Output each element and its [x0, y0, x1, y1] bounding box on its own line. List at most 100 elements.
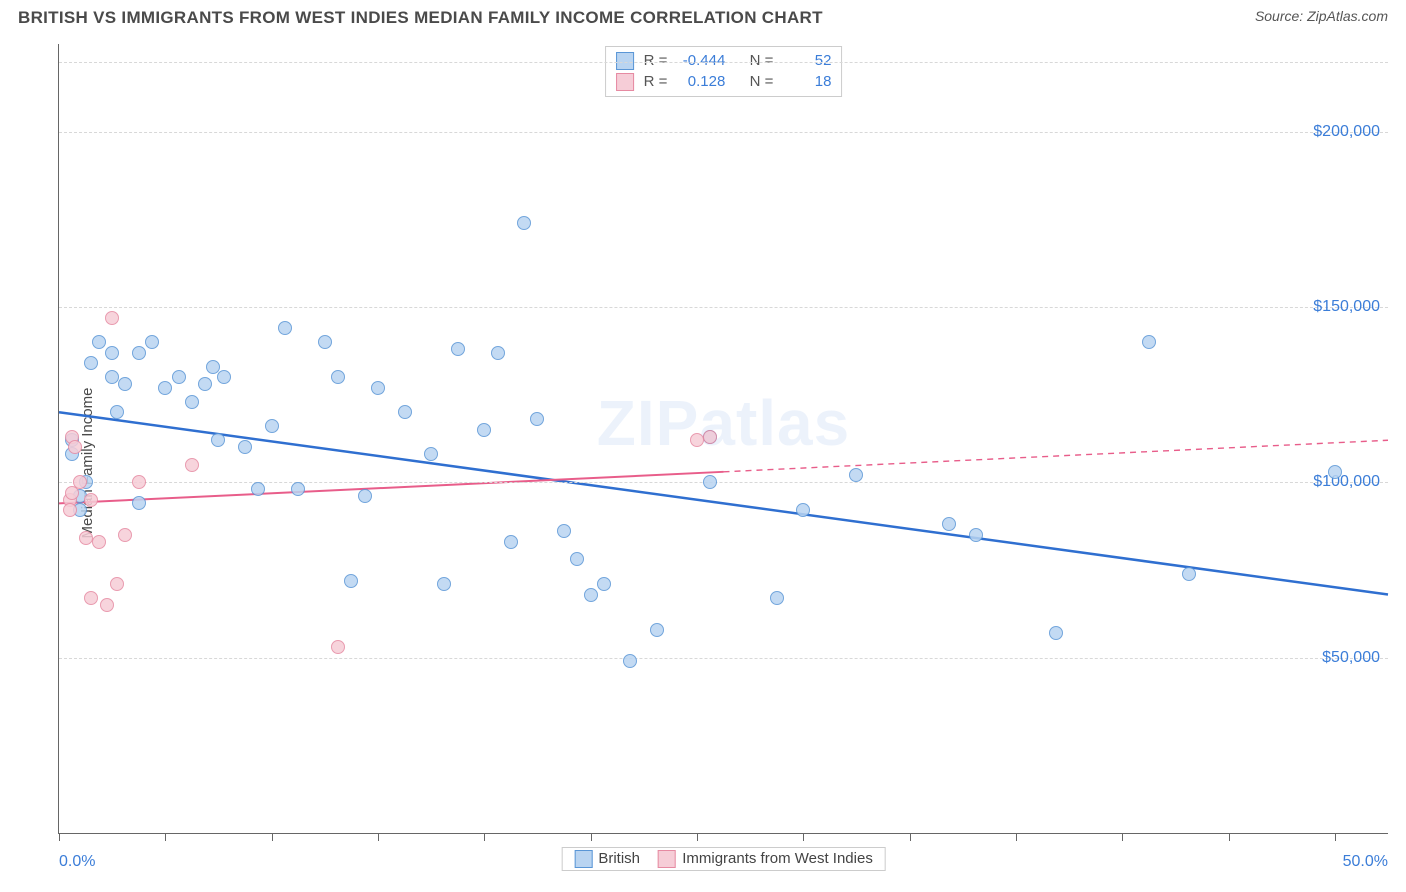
data-point: [105, 370, 119, 384]
x-tick-mark: [1122, 833, 1123, 841]
data-point: [969, 528, 983, 542]
data-point: [1049, 626, 1063, 640]
data-point: [105, 346, 119, 360]
data-point: [623, 654, 637, 668]
data-point: [217, 370, 231, 384]
x-tick-mark: [803, 833, 804, 841]
x-tick-mark: [272, 833, 273, 841]
y-tick-label: $50,000: [1322, 649, 1380, 667]
trend-lines: [59, 44, 1388, 833]
plot-area: ZIPatlas R =-0.444 N =52R =0.128 N =18 B…: [58, 44, 1388, 834]
data-point: [437, 577, 451, 591]
x-tick-mark: [697, 833, 698, 841]
data-point: [1182, 567, 1196, 581]
data-point: [557, 524, 571, 538]
data-point: [491, 346, 505, 360]
data-point: [92, 535, 106, 549]
stats-row: R =-0.444 N =52: [616, 50, 832, 71]
data-point: [172, 370, 186, 384]
data-point: [63, 503, 77, 517]
data-point: [331, 640, 345, 654]
data-point: [1142, 335, 1156, 349]
x-tick-mark: [484, 833, 485, 841]
data-point: [110, 405, 124, 419]
gridline: [59, 132, 1388, 133]
x-tick-mark: [59, 833, 60, 841]
legend-item: British: [574, 850, 640, 868]
data-point: [92, 335, 106, 349]
data-point: [597, 577, 611, 591]
data-point: [398, 405, 412, 419]
data-point: [650, 623, 664, 637]
y-tick-label: $100,000: [1313, 473, 1380, 491]
data-point: [198, 377, 212, 391]
legend-swatch: [658, 850, 676, 868]
data-point: [942, 517, 956, 531]
chart-title: BRITISH VS IMMIGRANTS FROM WEST INDIES M…: [18, 8, 823, 28]
data-point: [110, 577, 124, 591]
legend-swatch: [574, 850, 592, 868]
data-point: [73, 475, 87, 489]
watermark-text: ZIPatlas: [597, 386, 850, 460]
data-point: [84, 356, 98, 370]
data-point: [424, 447, 438, 461]
data-point: [530, 412, 544, 426]
legend: British Immigrants from West Indies: [561, 847, 886, 871]
data-point: [105, 311, 119, 325]
data-point: [570, 552, 584, 566]
x-tick-mark: [378, 833, 379, 841]
legend-item: Immigrants from West Indies: [658, 850, 873, 868]
gridline: [59, 307, 1388, 308]
data-point: [118, 528, 132, 542]
data-point: [690, 433, 704, 447]
data-point: [703, 430, 717, 444]
data-point: [185, 458, 199, 472]
data-point: [849, 468, 863, 482]
source-attribution: Source: ZipAtlas.com: [1255, 8, 1388, 24]
data-point: [84, 591, 98, 605]
data-point: [796, 503, 810, 517]
data-point: [84, 493, 98, 507]
legend-swatch: [616, 52, 634, 70]
x-tick-mark: [165, 833, 166, 841]
data-point: [770, 591, 784, 605]
x-tick-mark: [1335, 833, 1336, 841]
x-tick-mark: [1229, 833, 1230, 841]
data-point: [145, 335, 159, 349]
data-point: [118, 377, 132, 391]
y-tick-label: $200,000: [1313, 123, 1380, 141]
data-point: [318, 335, 332, 349]
data-point: [451, 342, 465, 356]
x-tick-mark: [1016, 833, 1017, 841]
data-point: [331, 370, 345, 384]
data-point: [703, 475, 717, 489]
data-point: [238, 440, 252, 454]
data-point: [504, 535, 518, 549]
data-point: [358, 489, 372, 503]
data-point: [344, 574, 358, 588]
data-point: [132, 475, 146, 489]
data-point: [517, 216, 531, 230]
legend-swatch: [616, 73, 634, 91]
data-point: [132, 346, 146, 360]
x-tick-mark: [591, 833, 592, 841]
data-point: [371, 381, 385, 395]
data-point: [100, 598, 114, 612]
stats-row: R =0.128 N =18: [616, 71, 832, 92]
x-axis-min-label: 0.0%: [59, 853, 95, 871]
chart-container: Median Family Income ZIPatlas R =-0.444 …: [18, 44, 1388, 882]
data-point: [477, 423, 491, 437]
data-point: [584, 588, 598, 602]
data-point: [185, 395, 199, 409]
data-point: [291, 482, 305, 496]
x-tick-mark: [910, 833, 911, 841]
data-point: [265, 419, 279, 433]
x-axis-max-label: 50.0%: [1343, 853, 1388, 871]
correlation-stats-box: R =-0.444 N =52R =0.128 N =18: [605, 46, 843, 97]
data-point: [79, 531, 93, 545]
data-point: [211, 433, 225, 447]
gridline: [59, 658, 1388, 659]
y-tick-label: $150,000: [1313, 298, 1380, 316]
data-point: [68, 440, 82, 454]
data-point: [278, 321, 292, 335]
